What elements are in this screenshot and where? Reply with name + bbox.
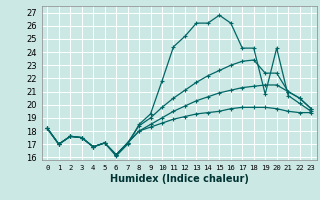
X-axis label: Humidex (Indice chaleur): Humidex (Indice chaleur) [110,174,249,184]
